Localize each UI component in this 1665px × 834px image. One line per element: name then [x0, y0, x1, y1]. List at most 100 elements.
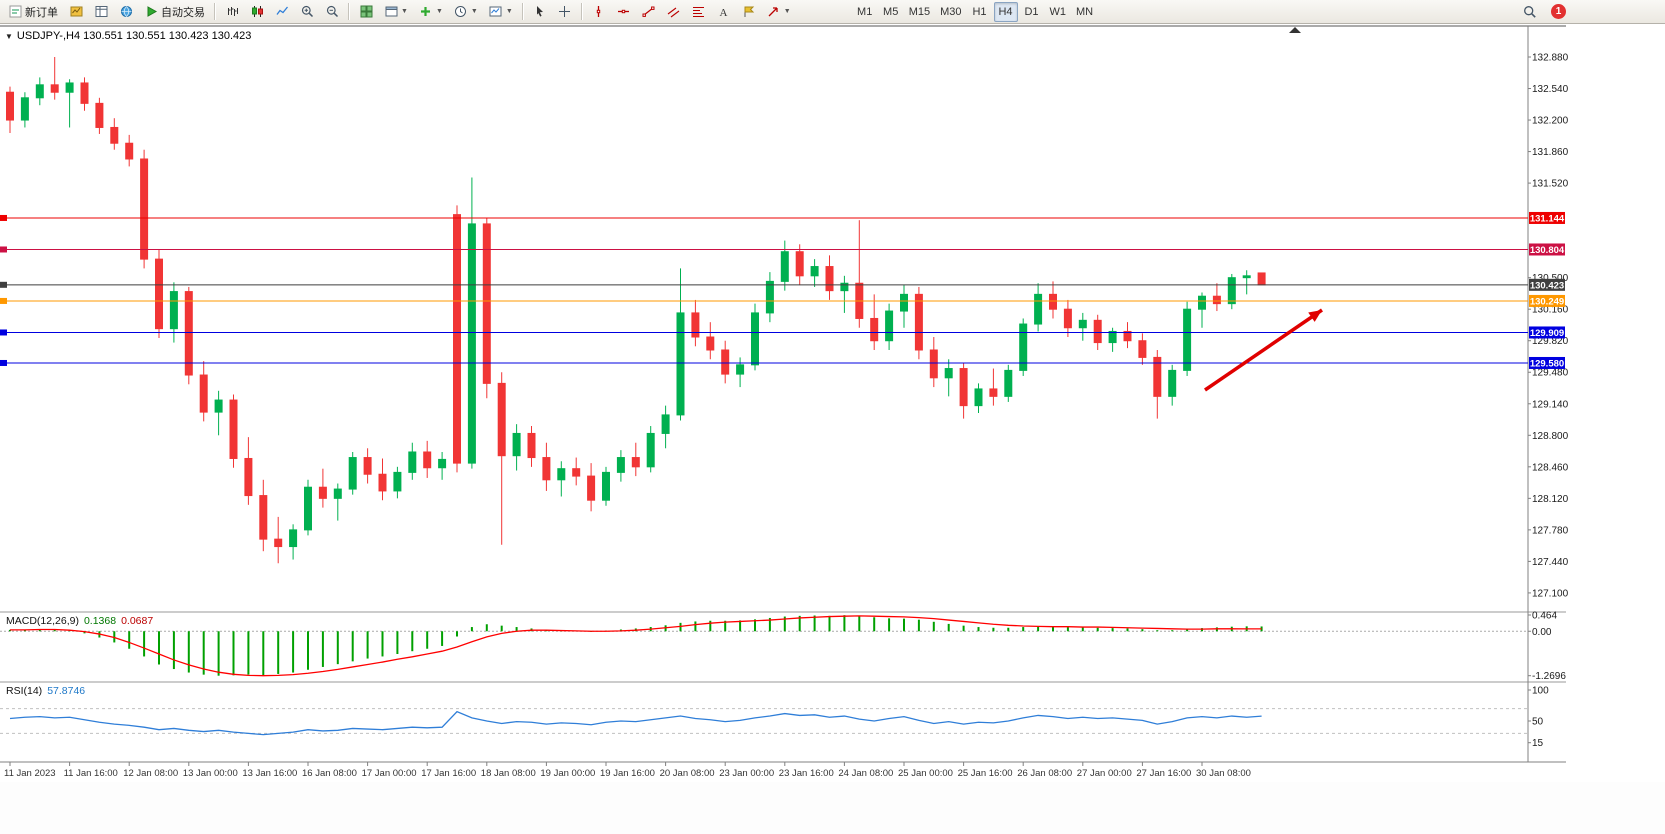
- svg-text:131.520: 131.520: [1532, 179, 1569, 190]
- svg-text:129.140: 129.140: [1532, 399, 1569, 410]
- bar-chart-icon: [225, 5, 239, 19]
- rsi-pane-label: RSI(14) 57.8746: [6, 685, 85, 697]
- tile-windows-button[interactable]: [354, 2, 378, 22]
- rsi-value: 57.8746: [47, 685, 86, 697]
- indicators-button[interactable]: ▼: [414, 2, 448, 22]
- crosshair-button[interactable]: [553, 2, 577, 22]
- line-chart-button[interactable]: [270, 2, 294, 22]
- svg-text:128.460: 128.460: [1532, 462, 1569, 473]
- svg-text:128.800: 128.800: [1532, 431, 1569, 442]
- bar-chart-button[interactable]: [220, 2, 244, 22]
- svg-text:11 Jan 2023: 11 Jan 2023: [4, 768, 56, 779]
- macd-pane: 0.464 0.00 -1.2696: [0, 611, 1566, 682]
- horizontal-line-tool-button[interactable]: [612, 2, 636, 22]
- timeframe-w1-button[interactable]: W1: [1046, 2, 1071, 22]
- svg-text:130.804: 130.804: [1530, 245, 1565, 256]
- svg-text:25 Jan 00:00: 25 Jan 00:00: [898, 768, 953, 779]
- svg-text:127.100: 127.100: [1532, 588, 1569, 599]
- trendline-icon: [642, 5, 656, 19]
- arrow-shape-icon: [767, 5, 781, 19]
- macd-name: MACD(12,26,9): [6, 615, 79, 627]
- svg-text:50: 50: [1532, 717, 1544, 728]
- price-badge: [1529, 243, 1565, 256]
- add-indicator-icon: [419, 5, 433, 19]
- one-click-trading-toggle-icon[interactable]: ▼: [5, 31, 13, 41]
- text-tool-button[interactable]: A: [712, 2, 736, 22]
- chevron-down-icon: ▼: [783, 8, 791, 15]
- svg-text:127.780: 127.780: [1532, 525, 1569, 536]
- chart-title-text: USDJPY-,H4 130.551 130.551 130.423 130.4…: [16, 30, 252, 42]
- price-badge: [1529, 356, 1565, 369]
- svg-text:A: A: [720, 7, 728, 18]
- zoom-in-button[interactable]: [295, 2, 319, 22]
- label-flag-icon: [742, 5, 756, 19]
- timeframe-m5-button[interactable]: M5: [879, 2, 903, 22]
- main-toolbar: 新订单 自动交易: [0, 0, 1665, 24]
- search-icon: [1523, 5, 1537, 19]
- svg-text:18 Jan 08:00: 18 Jan 08:00: [481, 768, 536, 779]
- fibonacci-tool-button[interactable]: [687, 2, 711, 22]
- autotrading-button[interactable]: 自动交易: [139, 2, 210, 22]
- svg-text:129.480: 129.480: [1532, 368, 1569, 379]
- label-tool-button[interactable]: [737, 2, 761, 22]
- new-order-button[interactable]: 新订单: [3, 2, 63, 22]
- timeframe-m30-button[interactable]: M30: [936, 2, 965, 22]
- chevron-down-icon: ▼: [435, 8, 443, 15]
- svg-text:26 Jan 08:00: 26 Jan 08:00: [1017, 768, 1072, 779]
- macd-pane-label: MACD(12,26,9) 0.1368 0.0687: [6, 615, 153, 627]
- chart-window[interactable]: 132.880 132.540 132.200 131.860 131.520 130.5…: [0, 24, 1665, 782]
- cursor-arrow-icon: [533, 5, 547, 19]
- svg-text:20 Jan 08:00: 20 Jan 08:00: [660, 768, 715, 779]
- timeframe-m1-button[interactable]: M1: [853, 2, 877, 22]
- price-badge: [1529, 326, 1565, 339]
- toolbar-separator: [214, 3, 216, 20]
- toolbar-separator: [521, 3, 524, 20]
- timeframe-h1-button[interactable]: H1: [968, 2, 992, 22]
- svg-text:132.200: 132.200: [1532, 116, 1569, 127]
- svg-text:132.880: 132.880: [1532, 53, 1569, 64]
- autotrading-play-icon: [144, 5, 158, 19]
- templates-button[interactable]: ▼: [484, 2, 518, 22]
- profiles-button[interactable]: [64, 2, 88, 22]
- chart-frame: [0, 25, 1566, 763]
- price-badge: [1529, 211, 1565, 224]
- svg-text:0.464: 0.464: [1532, 611, 1557, 622]
- price-line-left-tag: [0, 329, 7, 336]
- price-line-left-tag: [0, 359, 7, 366]
- chart-canvas[interactable]: 132.880 132.540 132.200 131.860 131.520 130.5…: [0, 24, 1665, 782]
- svg-text:0.00: 0.00: [1532, 627, 1552, 638]
- crosshair-icon: [558, 5, 572, 19]
- svg-text:25 Jan 16:00: 25 Jan 16:00: [958, 768, 1013, 779]
- periods-button[interactable]: ▼: [449, 2, 483, 22]
- price-line-left-tag: [0, 281, 7, 288]
- svg-text:30 Jan 08:00: 30 Jan 08:00: [1196, 768, 1251, 779]
- price-badge: [1529, 294, 1565, 307]
- new-chart-button[interactable]: ▼: [379, 2, 413, 22]
- svg-text:131.144: 131.144: [1530, 213, 1565, 224]
- channel-tool-button[interactable]: [662, 2, 686, 22]
- trendline-tool-button[interactable]: [637, 2, 661, 22]
- equidistant-channel-icon: [667, 5, 681, 19]
- timeframe-h4-button[interactable]: H4: [993, 1, 1018, 22]
- cursor-button[interactable]: [528, 2, 552, 22]
- timeframe-mn-button[interactable]: MN: [1072, 2, 1097, 22]
- candlestick-chart-icon: [250, 5, 264, 19]
- navigator-button[interactable]: [114, 2, 138, 22]
- vertical-line-tool-button[interactable]: [587, 2, 611, 22]
- price-badge: [1529, 278, 1565, 291]
- chevron-down-icon: ▼: [505, 8, 513, 15]
- hlines-layer: [0, 214, 1528, 366]
- candlestick-chart-button[interactable]: [245, 2, 269, 22]
- search-button[interactable]: [1518, 2, 1542, 22]
- shapes-tool-button[interactable]: ▼: [762, 2, 796, 22]
- market-watch-button[interactable]: [89, 2, 113, 22]
- timeframe-d1-button[interactable]: D1: [1020, 2, 1044, 22]
- rsi-pane: 100 50 15: [0, 686, 1549, 749]
- svg-text:13 Jan 16:00: 13 Jan 16:00: [242, 768, 297, 779]
- tile-windows-icon: [359, 5, 373, 19]
- svg-text:16 Jan 08:00: 16 Jan 08:00: [302, 768, 357, 779]
- macd-signal-value: 0.0687: [121, 615, 154, 627]
- timeframe-m15-button[interactable]: M15: [905, 2, 934, 22]
- notification-badge[interactable]: 1: [1551, 4, 1566, 19]
- zoom-out-button[interactable]: [320, 2, 344, 22]
